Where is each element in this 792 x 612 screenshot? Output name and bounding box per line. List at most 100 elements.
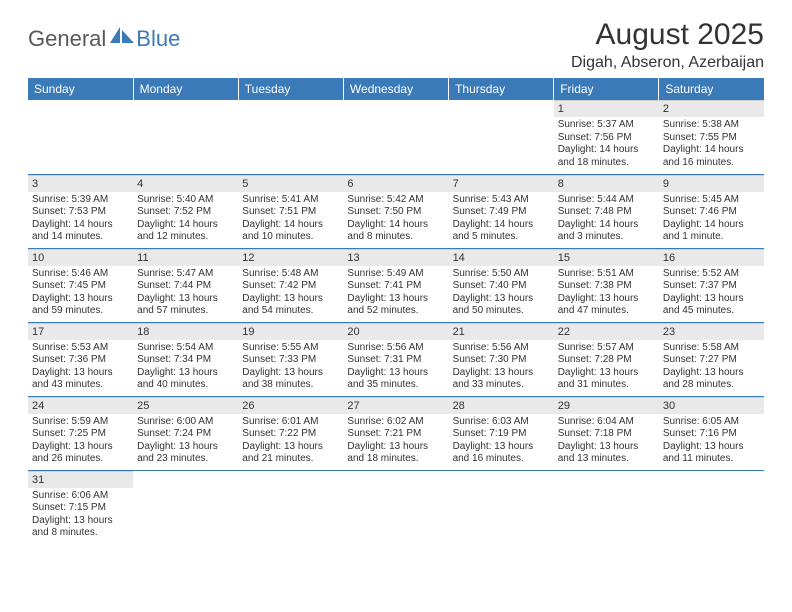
day-number: 24 bbox=[28, 397, 133, 414]
day-header: Saturday bbox=[659, 78, 764, 100]
daylight-line2: and 38 minutes. bbox=[242, 379, 339, 392]
daylight-line2: and 8 minutes. bbox=[32, 527, 129, 540]
sunrise-text: Sunrise: 5:56 AM bbox=[347, 342, 444, 355]
sunset-text: Sunset: 7:52 PM bbox=[137, 206, 234, 219]
day-details: Sunrise: 5:43 AMSunset: 7:49 PMDaylight:… bbox=[449, 192, 554, 246]
daylight-line1: Daylight: 14 hours bbox=[32, 219, 129, 232]
daylight-line1: Daylight: 13 hours bbox=[347, 293, 444, 306]
calendar-cell: 20Sunrise: 5:56 AMSunset: 7:31 PMDayligh… bbox=[343, 322, 448, 396]
day-number: 1 bbox=[554, 100, 659, 117]
day-number: 25 bbox=[133, 397, 238, 414]
sunset-text: Sunset: 7:18 PM bbox=[558, 428, 655, 441]
calendar-cell bbox=[343, 100, 448, 174]
sunset-text: Sunset: 7:19 PM bbox=[453, 428, 550, 441]
day-details: Sunrise: 6:04 AMSunset: 7:18 PMDaylight:… bbox=[554, 414, 659, 468]
day-details: Sunrise: 5:44 AMSunset: 7:48 PMDaylight:… bbox=[554, 192, 659, 246]
calendar-cell: 22Sunrise: 5:57 AMSunset: 7:28 PMDayligh… bbox=[554, 322, 659, 396]
calendar-row: 10Sunrise: 5:46 AMSunset: 7:45 PMDayligh… bbox=[28, 248, 764, 322]
daylight-line1: Daylight: 13 hours bbox=[242, 293, 339, 306]
calendar-cell: 11Sunrise: 5:47 AMSunset: 7:44 PMDayligh… bbox=[133, 248, 238, 322]
day-number: 31 bbox=[28, 471, 133, 488]
daylight-line2: and 26 minutes. bbox=[32, 453, 129, 466]
header: General Blue August 2025 Digah, Abseron,… bbox=[28, 18, 764, 72]
day-number: 4 bbox=[133, 175, 238, 192]
page-title: August 2025 bbox=[571, 18, 764, 52]
brand-part1: General bbox=[28, 26, 106, 52]
daylight-line2: and 21 minutes. bbox=[242, 453, 339, 466]
daylight-line1: Daylight: 13 hours bbox=[453, 367, 550, 380]
daylight-line2: and 52 minutes. bbox=[347, 305, 444, 318]
calendar-row: 31Sunrise: 6:06 AMSunset: 7:15 PMDayligh… bbox=[28, 470, 764, 544]
daylight-line2: and 40 minutes. bbox=[137, 379, 234, 392]
day-details: Sunrise: 5:39 AMSunset: 7:53 PMDaylight:… bbox=[28, 192, 133, 246]
calendar-cell: 17Sunrise: 5:53 AMSunset: 7:36 PMDayligh… bbox=[28, 322, 133, 396]
sunrise-text: Sunrise: 5:55 AM bbox=[242, 342, 339, 355]
daylight-line1: Daylight: 14 hours bbox=[242, 219, 339, 232]
daylight-line1: Daylight: 13 hours bbox=[558, 441, 655, 454]
day-header: Sunday bbox=[28, 78, 133, 100]
sunrise-text: Sunrise: 5:49 AM bbox=[347, 268, 444, 281]
day-details: Sunrise: 5:46 AMSunset: 7:45 PMDaylight:… bbox=[28, 266, 133, 320]
sunset-text: Sunset: 7:27 PM bbox=[663, 354, 760, 367]
day-details: Sunrise: 6:05 AMSunset: 7:16 PMDaylight:… bbox=[659, 414, 764, 468]
sunrise-text: Sunrise: 6:00 AM bbox=[137, 416, 234, 429]
sunset-text: Sunset: 7:45 PM bbox=[32, 280, 129, 293]
sail-icon bbox=[110, 27, 134, 48]
sunrise-text: Sunrise: 5:46 AM bbox=[32, 268, 129, 281]
daylight-line2: and 3 minutes. bbox=[558, 231, 655, 244]
day-details: Sunrise: 5:49 AMSunset: 7:41 PMDaylight:… bbox=[343, 266, 448, 320]
calendar-cell: 19Sunrise: 5:55 AMSunset: 7:33 PMDayligh… bbox=[238, 322, 343, 396]
sunset-text: Sunset: 7:16 PM bbox=[663, 428, 760, 441]
sunset-text: Sunset: 7:51 PM bbox=[242, 206, 339, 219]
sunrise-text: Sunrise: 5:56 AM bbox=[453, 342, 550, 355]
sunrise-text: Sunrise: 5:48 AM bbox=[242, 268, 339, 281]
daylight-line2: and 59 minutes. bbox=[32, 305, 129, 318]
daylight-line1: Daylight: 13 hours bbox=[558, 367, 655, 380]
calendar-row: 3Sunrise: 5:39 AMSunset: 7:53 PMDaylight… bbox=[28, 174, 764, 248]
day-details: Sunrise: 5:48 AMSunset: 7:42 PMDaylight:… bbox=[238, 266, 343, 320]
sunrise-text: Sunrise: 5:50 AM bbox=[453, 268, 550, 281]
calendar-cell bbox=[449, 100, 554, 174]
day-details: Sunrise: 6:02 AMSunset: 7:21 PMDaylight:… bbox=[343, 414, 448, 468]
day-number: 11 bbox=[133, 249, 238, 266]
sunrise-text: Sunrise: 5:54 AM bbox=[137, 342, 234, 355]
calendar-cell: 29Sunrise: 6:04 AMSunset: 7:18 PMDayligh… bbox=[554, 396, 659, 470]
day-details: Sunrise: 5:38 AMSunset: 7:55 PMDaylight:… bbox=[659, 117, 764, 171]
daylight-line2: and 12 minutes. bbox=[137, 231, 234, 244]
sunset-text: Sunset: 7:44 PM bbox=[137, 280, 234, 293]
day-details: Sunrise: 5:55 AMSunset: 7:33 PMDaylight:… bbox=[238, 340, 343, 394]
daylight-line2: and 54 minutes. bbox=[242, 305, 339, 318]
calendar-cell bbox=[659, 470, 764, 544]
day-header: Tuesday bbox=[238, 78, 343, 100]
sunset-text: Sunset: 7:22 PM bbox=[242, 428, 339, 441]
daylight-line1: Daylight: 13 hours bbox=[663, 441, 760, 454]
daylight-line1: Daylight: 14 hours bbox=[663, 144, 760, 157]
sunset-text: Sunset: 7:40 PM bbox=[453, 280, 550, 293]
sunrise-text: Sunrise: 5:47 AM bbox=[137, 268, 234, 281]
sunset-text: Sunset: 7:31 PM bbox=[347, 354, 444, 367]
calendar-head: SundayMondayTuesdayWednesdayThursdayFrid… bbox=[28, 78, 764, 100]
title-block: August 2025 Digah, Abseron, Azerbaijan bbox=[571, 18, 764, 72]
day-details: Sunrise: 5:50 AMSunset: 7:40 PMDaylight:… bbox=[449, 266, 554, 320]
calendar-cell: 27Sunrise: 6:02 AMSunset: 7:21 PMDayligh… bbox=[343, 396, 448, 470]
sunrise-text: Sunrise: 6:06 AM bbox=[32, 490, 129, 503]
day-details: Sunrise: 5:58 AMSunset: 7:27 PMDaylight:… bbox=[659, 340, 764, 394]
sunset-text: Sunset: 7:41 PM bbox=[347, 280, 444, 293]
day-number: 23 bbox=[659, 323, 764, 340]
sunset-text: Sunset: 7:38 PM bbox=[558, 280, 655, 293]
day-number: 28 bbox=[449, 397, 554, 414]
daylight-line2: and 57 minutes. bbox=[137, 305, 234, 318]
calendar-cell bbox=[554, 470, 659, 544]
daylight-line1: Daylight: 13 hours bbox=[453, 441, 550, 454]
day-number: 10 bbox=[28, 249, 133, 266]
calendar-cell: 8Sunrise: 5:44 AMSunset: 7:48 PMDaylight… bbox=[554, 174, 659, 248]
sunrise-text: Sunrise: 6:03 AM bbox=[453, 416, 550, 429]
daylight-line1: Daylight: 14 hours bbox=[663, 219, 760, 232]
day-number: 22 bbox=[554, 323, 659, 340]
sunset-text: Sunset: 7:37 PM bbox=[663, 280, 760, 293]
sunrise-text: Sunrise: 5:52 AM bbox=[663, 268, 760, 281]
calendar-cell bbox=[449, 470, 554, 544]
daylight-line2: and 33 minutes. bbox=[453, 379, 550, 392]
location-text: Digah, Abseron, Azerbaijan bbox=[571, 54, 764, 72]
day-header: Wednesday bbox=[343, 78, 448, 100]
